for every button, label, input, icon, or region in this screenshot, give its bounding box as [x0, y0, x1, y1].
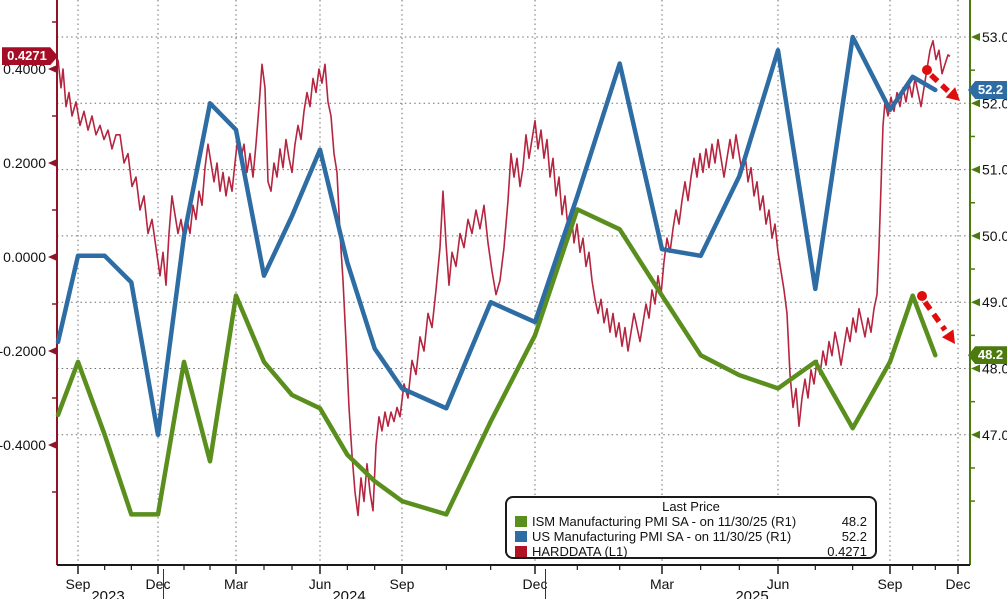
x-axis-month-label: Sep [877, 576, 903, 592]
right-axis-tick-arrow [971, 165, 980, 174]
left-axis-tick-label: -0.2000 [0, 343, 46, 359]
ism-series-swatch [515, 516, 527, 527]
legend-label: ISM Manufacturing PMI SA - on 11/30/25 (… [532, 514, 797, 529]
right-axis-tick-arrow [971, 99, 980, 108]
x-axis-month-label: Mar [649, 576, 675, 592]
us-pmi-series-line [55, 34, 938, 438]
year-divider-line [545, 569, 546, 599]
x-axis-month-label: Dec [145, 576, 171, 592]
legend-row-us-pmi: US Manufacturing PMI SA - on 11/30/25 (R… [515, 529, 867, 544]
right-axis-tick-arrow [971, 33, 980, 41]
annotation-arrow-shaft [922, 300, 948, 332]
right-axis-tick-label: 50.0 [982, 228, 1007, 244]
year-divider-line [163, 569, 164, 599]
right-axis-tick-label: 53.0 [982, 29, 1007, 45]
left-axis-tick-arrow [48, 441, 57, 449]
legend-box: Last Price ISM Manufacturing PMI SA - on… [505, 496, 877, 559]
left-axis-tick-label: -0.4000 [0, 437, 46, 453]
x-axis-month-label: Sep [65, 576, 91, 592]
right-axis-tick-label: 51.0 [982, 162, 1007, 178]
x-axis-month-label: Dec [945, 576, 971, 592]
left-axis-tick-arrow [48, 347, 57, 355]
left-axis-tick-arrow [48, 253, 57, 261]
annotation-arrow-dot [922, 65, 932, 75]
left-axis-tick-label: 0.0000 [3, 249, 46, 265]
left-axis-tick-arrow [48, 159, 57, 167]
right-axis-tick-arrow [971, 231, 980, 240]
right-axis-tick-label: 47.0 [982, 427, 1007, 443]
legend-title: Last Price [662, 499, 720, 514]
right-axis-tick-label: 52.0 [982, 95, 1007, 111]
us-pmi-last-value-badge: 52.2 [968, 81, 1007, 100]
legend-value: 52.2 [841, 529, 867, 544]
right-axis-tick-arrow [971, 430, 980, 439]
x-axis-month-label: Jun [308, 576, 332, 592]
x-axis-year-label: 2025 [735, 588, 769, 599]
legend-row-harddata: HARDDATA (L1) 0.4271 [515, 544, 867, 559]
legend-row-ism: ISM Manufacturing PMI SA - on 11/30/25 (… [515, 514, 867, 529]
ism-pmi-series-line [55, 207, 938, 517]
right-axis-tick-arrow [971, 364, 980, 373]
down-arrow-icon [941, 329, 955, 344]
right-axis-tick-arrow [971, 298, 980, 307]
down-arrow-icon [945, 87, 960, 101]
legend-label: HARDDATA (L1) [532, 544, 628, 559]
right-axis-tick-label: 48.0 [982, 361, 1007, 377]
ism-last-value-badge: 48.2 [968, 346, 1007, 365]
annotation-arrow-dot [917, 291, 927, 301]
harddata-last-value-badge: 0.4271 [2, 47, 58, 66]
x-axis-month-label: Jun [766, 576, 790, 592]
x-axis-month-label: Mar [223, 576, 249, 592]
legend-label: US Manufacturing PMI SA - on 11/30/25 (R… [532, 529, 792, 544]
x-axis-month-label: Sep [389, 576, 415, 592]
harddata-series-line [57, 39, 951, 517]
harddata-series-swatch [515, 546, 527, 557]
x-axis-month-label: Dec [522, 576, 548, 592]
left-axis-tick-arrow [48, 65, 57, 73]
x-axis-year-label: 2023 [91, 588, 125, 599]
right-axis-tick-label: 49.0 [982, 294, 1007, 310]
legend-value: 48.2 [841, 514, 867, 529]
legend-value: 0.4271 [827, 544, 867, 559]
x-axis-year-label: 2024 [332, 588, 366, 599]
us-pmi-series-swatch [515, 531, 527, 542]
left-axis-tick-label: 0.2000 [3, 155, 46, 171]
annotation-arrow-shaft [929, 72, 950, 94]
